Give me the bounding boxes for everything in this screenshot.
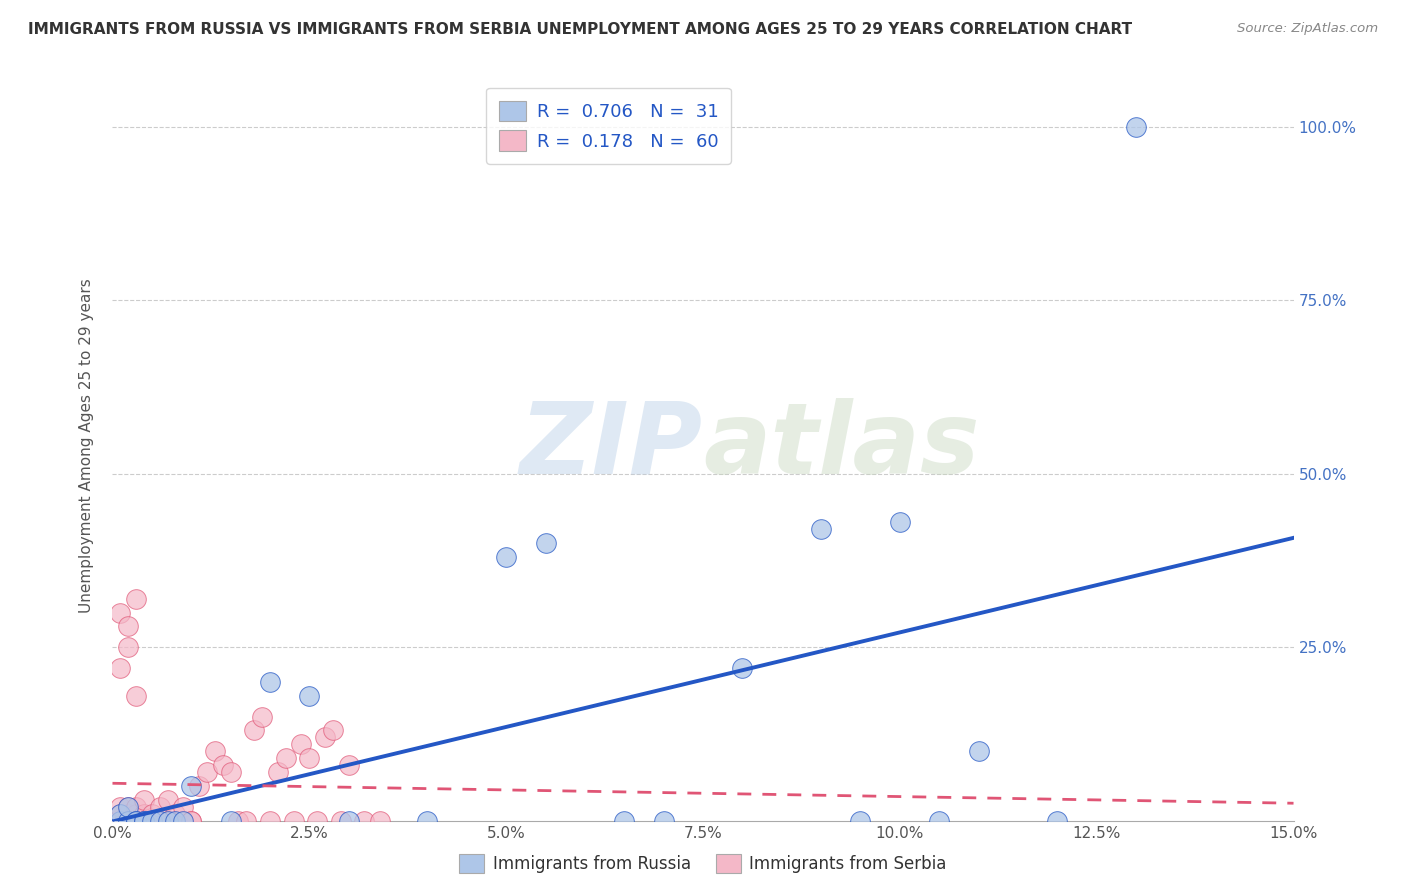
Immigrants from Serbia [322,723,344,738]
Immigrants from Serbia [141,806,163,821]
Immigrants from Russia [967,744,990,758]
Immigrants from Serbia [125,799,148,814]
Immigrants from Serbia [149,799,172,814]
Immigrants from Serbia [132,793,155,807]
Immigrants from Serbia [110,806,132,821]
Immigrants from Russia [117,799,139,814]
Immigrants from Russia [132,814,155,828]
Immigrants from Serbia [132,814,155,828]
Immigrants from Serbia [219,765,242,780]
Immigrants from Serbia [125,591,148,606]
Text: Source: ZipAtlas.com: Source: ZipAtlas.com [1237,22,1378,36]
Immigrants from Serbia [129,814,152,828]
Immigrants from Serbia [180,814,202,828]
Immigrants from Serbia [243,723,266,738]
Immigrants from Serbia [156,793,179,807]
Immigrants from Serbia [149,814,172,828]
Immigrants from Russia [652,814,675,828]
Immigrants from Serbia [165,814,187,828]
Immigrants from Serbia [117,640,139,655]
Immigrants from Russia [141,814,163,828]
Immigrants from Russia [117,814,139,828]
Immigrants from Serbia [141,814,163,828]
Immigrants from Serbia [110,661,132,675]
Immigrants from Serbia [110,814,132,828]
Immigrants from Serbia [172,814,194,828]
Immigrants from Serbia [125,814,148,828]
Immigrants from Serbia [180,814,202,828]
Immigrants from Russia [110,814,132,828]
Immigrants from Russia [219,814,242,828]
Immigrants from Serbia [117,806,139,821]
Immigrants from Serbia [141,814,163,828]
Legend: Immigrants from Russia, Immigrants from Serbia: Immigrants from Russia, Immigrants from … [453,847,953,880]
Immigrants from Russia [110,806,132,821]
Immigrants from Serbia [368,814,391,828]
Immigrants from Serbia [314,731,336,745]
Immigrants from Russia [180,779,202,793]
Immigrants from Serbia [274,751,297,765]
Immigrants from Serbia [132,806,155,821]
Immigrants from Russia [1046,814,1069,828]
Immigrants from Serbia [250,709,273,723]
Immigrants from Russia [165,814,187,828]
Immigrants from Russia [810,522,832,536]
Immigrants from Russia [337,814,360,828]
Immigrants from Serbia [121,814,143,828]
Immigrants from Serbia [195,765,218,780]
Immigrants from Serbia [112,814,135,828]
Text: atlas: atlas [703,398,980,494]
Immigrants from Russia [928,814,950,828]
Immigrants from Serbia [290,737,312,751]
Immigrants from Serbia [125,814,148,828]
Immigrants from Serbia [329,814,352,828]
Immigrants from Serbia [125,689,148,703]
Immigrants from Serbia [132,814,155,828]
Immigrants from Serbia [156,814,179,828]
Immigrants from Russia [613,814,636,828]
Immigrants from Russia [889,516,911,530]
Immigrants from Serbia [307,814,329,828]
Immigrants from Serbia [204,744,226,758]
Immigrants from Serbia [228,814,250,828]
Immigrants from Serbia [353,814,375,828]
Immigrants from Serbia [110,799,132,814]
Immigrants from Russia [1125,120,1147,134]
Immigrants from Russia [298,689,321,703]
Immigrants from Serbia [165,806,187,821]
Immigrants from Serbia [117,814,139,828]
Y-axis label: Unemployment Among Ages 25 to 29 years: Unemployment Among Ages 25 to 29 years [79,278,94,614]
Immigrants from Serbia [298,751,321,765]
Immigrants from Russia [495,549,517,564]
Immigrants from Serbia [136,814,159,828]
Immigrants from Serbia [267,765,290,780]
Immigrants from Russia [132,814,155,828]
Immigrants from Russia [149,814,172,828]
Text: ZIP: ZIP [520,398,703,494]
Immigrants from Serbia [188,779,211,793]
Immigrants from Serbia [172,799,194,814]
Immigrants from Serbia [117,799,139,814]
Immigrants from Serbia [110,606,132,620]
Immigrants from Russia [172,814,194,828]
Immigrants from Russia [849,814,872,828]
Immigrants from Serbia [125,806,148,821]
Text: IMMIGRANTS FROM RUSSIA VS IMMIGRANTS FROM SERBIA UNEMPLOYMENT AMONG AGES 25 TO 2: IMMIGRANTS FROM RUSSIA VS IMMIGRANTS FRO… [28,22,1132,37]
Immigrants from Russia [125,814,148,828]
Immigrants from Serbia [283,814,305,828]
Immigrants from Serbia [235,814,257,828]
Immigrants from Russia [731,661,754,675]
Immigrants from Serbia [211,758,233,772]
Immigrants from Serbia [117,619,139,633]
Immigrants from Serbia [337,758,360,772]
Immigrants from Russia [125,814,148,828]
Immigrants from Russia [416,814,439,828]
Immigrants from Russia [259,674,281,689]
Immigrants from Serbia [259,814,281,828]
Immigrants from Russia [156,814,179,828]
Immigrants from Serbia [105,814,128,828]
Immigrants from Russia [534,536,557,550]
